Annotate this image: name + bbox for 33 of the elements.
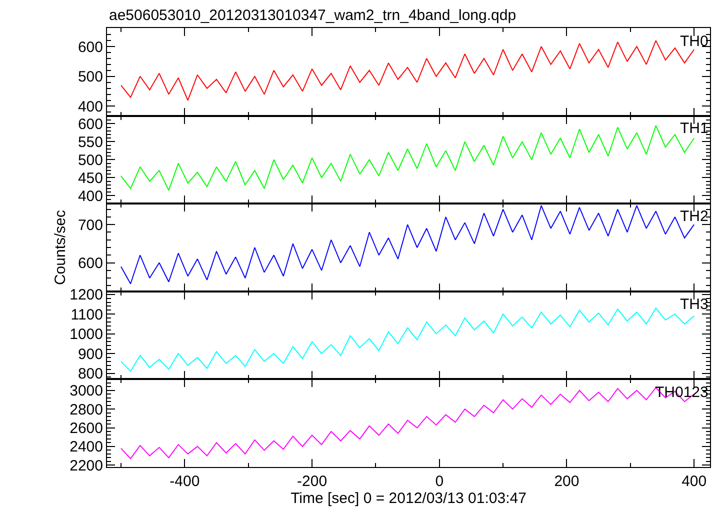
series-label: TH2 — [680, 208, 708, 225]
line-series — [120, 308, 695, 372]
x-tick-label: 200 — [554, 473, 580, 490]
series-label: TH0 — [680, 33, 708, 50]
y-tick-label: 450 — [78, 170, 103, 187]
y-axis-title: Counts/sec — [52, 209, 70, 286]
y-tick-label: 2200 — [70, 457, 103, 474]
x-tick-label: -200 — [297, 473, 328, 490]
y-tick-label: 2800 — [70, 401, 103, 418]
y-tick-label: 700 — [78, 216, 103, 234]
chart-title: ae506053010_20120313010347_wam2_trn_4band_long.qdp — [109, 7, 516, 24]
y-tick-label: 1200 — [70, 286, 103, 304]
y-tick-label: 900 — [78, 346, 103, 363]
y-tick-label: 500 — [78, 68, 103, 86]
x-tick-label: 0 — [435, 473, 444, 490]
y-tick-label: 400 — [78, 188, 103, 205]
series-label: TH1 — [680, 120, 708, 137]
x-axis-title: Time [sec] 0 = 2012/03/13 01:03:47 — [290, 490, 526, 507]
y-tick-label: 2600 — [70, 420, 103, 438]
y-tick-label: 3000 — [70, 382, 103, 400]
x-tick-label: 400 — [682, 473, 707, 490]
y-tick-label: 550 — [78, 134, 103, 151]
y-tick-label: 400 — [78, 98, 103, 116]
y-tick-label: 1100 — [70, 306, 103, 324]
y-tick-label: 500 — [78, 152, 103, 169]
x-tick-label: -400 — [170, 473, 200, 490]
series-label: TH3 — [680, 296, 708, 313]
y-tick-label: 1000 — [70, 326, 103, 344]
y-tick-label: 800 — [78, 366, 103, 383]
y-tick-label: 600 — [78, 38, 103, 56]
y-tick-label: 600 — [78, 255, 103, 272]
y-tick-label: 600 — [78, 116, 103, 133]
y-tick-label: 2400 — [70, 438, 103, 456]
